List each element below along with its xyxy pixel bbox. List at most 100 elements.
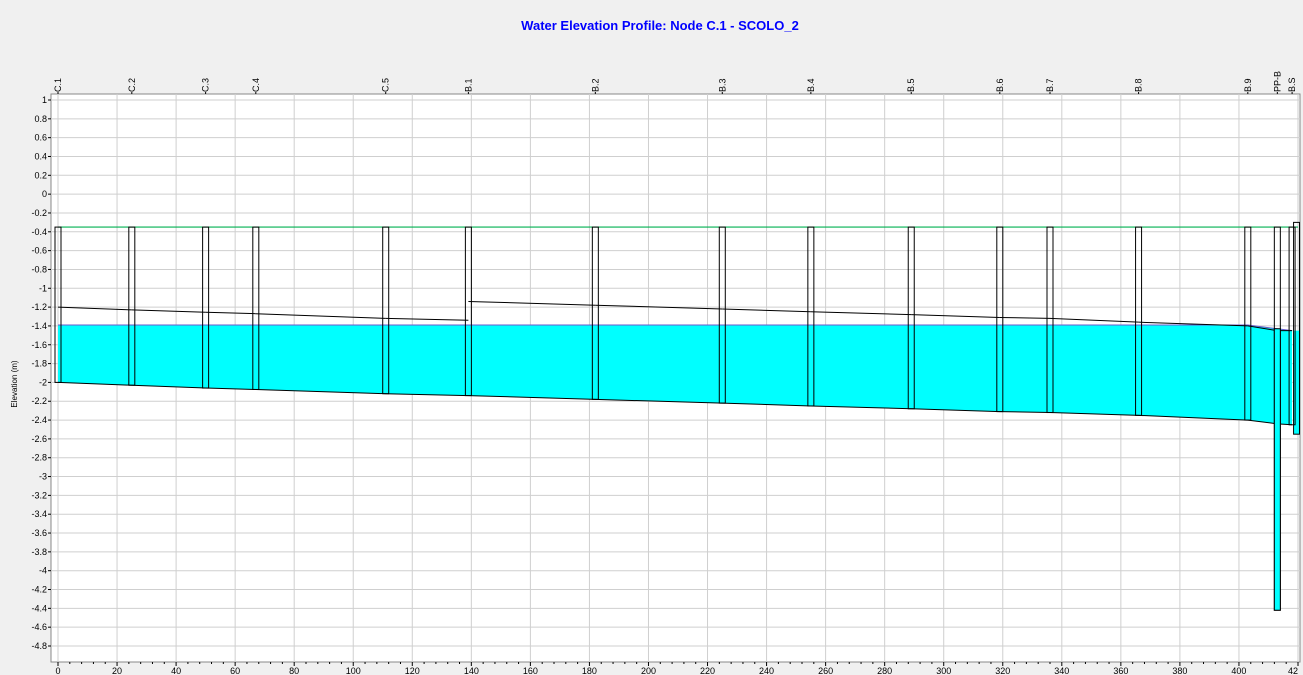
x-tick-label: 100	[346, 666, 361, 675]
conduit-crown-line	[468, 300, 596, 306]
x-tick-label: 20	[112, 666, 122, 675]
y-tick-label: -4.4	[31, 603, 47, 613]
conduit-crown-line	[255, 313, 386, 319]
y-axis-title: Elevation (m)	[10, 360, 19, 407]
x-tick-label: 320	[995, 666, 1010, 675]
x-tick-label: 160	[523, 666, 538, 675]
node-b-3-marker[interactable]	[718, 226, 726, 404]
node-label: B.6	[995, 78, 1005, 92]
node-label: B.3	[717, 78, 727, 92]
y-tick-label: -2	[39, 377, 47, 387]
node-c-4-marker[interactable]	[252, 226, 260, 390]
x-tick-label: 40	[171, 666, 181, 675]
node-b-1-marker[interactable]	[464, 226, 472, 397]
y-tick-label: -0.8	[31, 264, 47, 274]
node-label: B.S	[1287, 77, 1297, 92]
node-b-7-marker[interactable]	[1046, 226, 1054, 414]
x-tick-label: 360	[1113, 666, 1128, 675]
node-b-4-marker[interactable]	[807, 226, 815, 407]
node-label: C.1	[53, 78, 63, 92]
x-tick-label: 380	[1172, 666, 1187, 675]
conduit-crown-line	[57, 306, 132, 311]
conduit-invert-line	[57, 381, 1293, 426]
conduit-crown-line	[999, 316, 1051, 319]
x-tick-label: 200	[641, 666, 656, 675]
x-tick-label: 140	[464, 666, 479, 675]
y-tick-label: 0.2	[34, 170, 47, 180]
plot-area: C.1 C.2 C.3 C.4 C.5 B.1 B.2 B.3 B.4 B.5 B.6 B.7 B.8 B…	[31, 71, 1301, 675]
x-tick-label: 280	[877, 666, 892, 675]
node-c-1-marker[interactable]	[54, 226, 62, 383]
y-tick-label: -3.4	[31, 509, 47, 519]
outfall-water	[1293, 330, 1300, 435]
node-label: C.3	[201, 78, 211, 92]
y-tick-label: -2.6	[31, 434, 47, 444]
y-tick-label: -0.2	[31, 208, 47, 218]
y-tick-label: -1.2	[31, 302, 47, 312]
node-label: B.8	[1134, 78, 1144, 92]
node-label: B.1	[463, 78, 473, 92]
x-tick-label: 260	[818, 666, 833, 675]
conduit-crown-line	[205, 311, 256, 315]
node-c-3-marker[interactable]	[202, 226, 210, 389]
pit-pp-b-water	[1273, 328, 1281, 611]
conduit-crown-line	[1138, 321, 1248, 327]
node-c-5-marker[interactable]	[382, 226, 390, 395]
y-tick-label: -2.8	[31, 453, 47, 463]
node-b-9-marker[interactable]	[1244, 226, 1252, 421]
node-label: C.4	[251, 78, 261, 92]
x-tick-label: 340	[1054, 666, 1069, 675]
node-label: C.2	[127, 78, 137, 92]
x-tick-label: 80	[289, 666, 299, 675]
y-tick-label: -2.4	[31, 415, 47, 425]
node-label: C.5	[381, 78, 391, 92]
y-tick-label: -4	[39, 566, 47, 576]
x-tick-label: 180	[582, 666, 597, 675]
y-tick-label: -3.2	[31, 490, 47, 500]
node-b-5-marker[interactable]	[907, 226, 915, 410]
x-tick-label: 0	[55, 666, 60, 675]
node-c-2-marker[interactable]	[128, 226, 136, 386]
y-tick-label: 0.8	[34, 114, 47, 124]
chart-title: Water Elevation Profile: Node C.1 - SCOL…	[521, 18, 799, 33]
y-tick-label: -3.8	[31, 547, 47, 557]
y-tick-label: 0	[42, 189, 47, 199]
y-tick-label: -1.4	[31, 321, 47, 331]
node-label: B.2	[590, 78, 600, 92]
conduit-crown-line	[722, 308, 811, 313]
node-label: PP-B	[1272, 71, 1282, 92]
node-b-s-marker[interactable]	[1288, 226, 1296, 426]
y-tick-label: -0.6	[31, 246, 47, 256]
y-tick-label: 0.4	[34, 151, 47, 161]
y-tick-label: -3	[39, 472, 47, 482]
node-b-6-marker[interactable]	[996, 226, 1004, 413]
node-label: B.5	[906, 78, 916, 92]
y-tick-label: -1.8	[31, 359, 47, 369]
node-b-8-marker[interactable]	[1135, 226, 1143, 416]
conduit-crown-line	[1247, 325, 1278, 332]
water-area	[58, 324, 1293, 425]
node-label: B.9	[1243, 78, 1253, 92]
conduit-crown-line	[595, 304, 723, 310]
y-tick-label: -3.6	[31, 528, 47, 538]
y-tick-label: -4.8	[31, 641, 47, 651]
y-tick-label: -4.2	[31, 585, 47, 595]
y-tick-label: -2.2	[31, 396, 47, 406]
conduit-crown-line	[131, 309, 206, 313]
y-tick-label: -1	[39, 283, 47, 293]
y-tick-label: 1	[42, 95, 47, 105]
x-tick-label: 42	[1288, 666, 1298, 675]
conduit-crown-line	[385, 317, 469, 321]
outfall-marker[interactable]	[1293, 221, 1300, 435]
y-tick-label: 0.6	[34, 133, 47, 143]
conduit-crown-line	[810, 311, 912, 316]
y-tick-label: -1.6	[31, 340, 47, 350]
x-tick-label: 400	[1231, 666, 1246, 675]
node-b-2-marker[interactable]	[591, 226, 599, 400]
x-tick-label: 120	[405, 666, 420, 675]
x-tick-label: 60	[230, 666, 240, 675]
node-label: B.4	[806, 78, 816, 92]
conduit-crown-line	[911, 314, 1000, 318]
conduit-crown-line	[1049, 317, 1139, 323]
